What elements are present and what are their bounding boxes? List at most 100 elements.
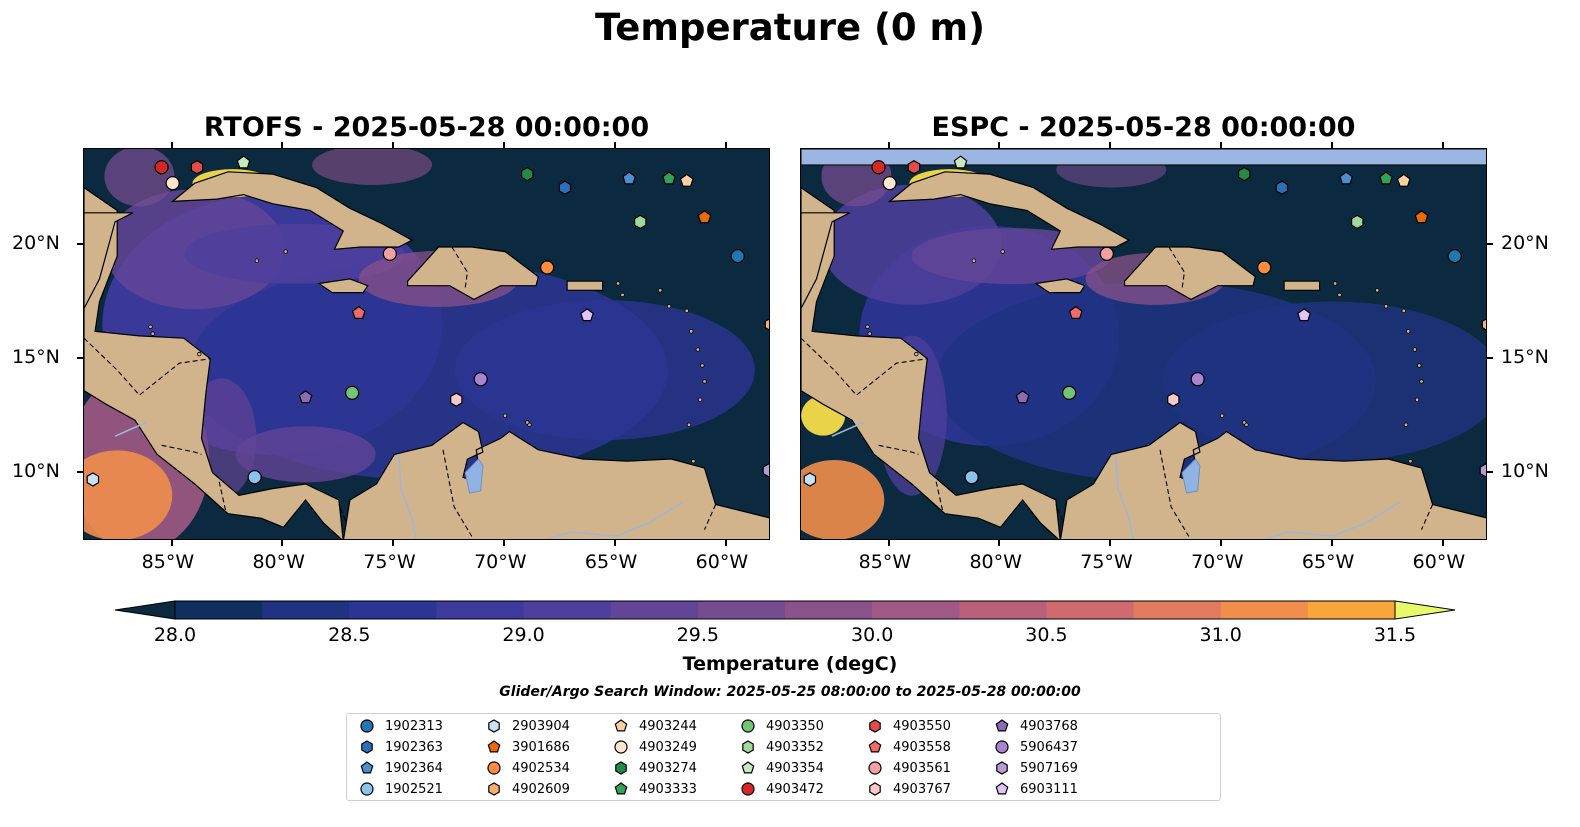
float-marker-4903249 [882, 176, 897, 191]
legend-marker-pentagon [995, 719, 1009, 732]
colorbar-tick-label: 28.0 [153, 624, 197, 646]
float-marker-4903354 [953, 155, 968, 169]
land-belize-yucatan [801, 212, 851, 309]
legend-label: 2903904 [512, 718, 570, 734]
tick-mark [281, 540, 284, 546]
lon-tick-label: 70°W [1191, 551, 1244, 573]
tick-mark [503, 540, 506, 546]
legend-marker-circle [487, 761, 501, 775]
legend-label: 4902609 [512, 781, 570, 797]
tick-mark [503, 142, 506, 148]
colorbar-bin [349, 601, 437, 619]
float-marker-4903472 [871, 160, 886, 175]
land-puerto-rico [566, 280, 604, 291]
legend-entry: 4903350 [740, 716, 824, 736]
float-marker-4902534 [1257, 260, 1272, 275]
legend-entry: 1902521 [359, 779, 443, 799]
tick-mark [613, 142, 616, 148]
float-marker-1902364 [1339, 171, 1354, 185]
legend-entry: 4903561 [867, 758, 951, 778]
float-marker-3901686 [697, 210, 712, 224]
colorbar-extend-high [1394, 600, 1455, 620]
float-marker-4903350 [1062, 385, 1077, 400]
legend-entry: 4903274 [613, 758, 697, 778]
float-marker-1902313 [730, 249, 745, 264]
float-marker-4903352 [633, 214, 647, 230]
legend-label: 1902313 [385, 718, 443, 734]
float-marker-5906437 [473, 372, 488, 387]
float-legend: 1902313 1902363 1902364 1902521 2903904 39016… [346, 713, 1221, 801]
tick-mark [170, 142, 173, 148]
lon-tick-label: 80°W [252, 551, 305, 573]
colorbar-bin [959, 601, 1047, 619]
map-panel-rtofs [83, 148, 770, 540]
float-marker-1902364 [622, 171, 637, 185]
legend-marker-hexagon [615, 761, 627, 775]
float-marker-4902609 [764, 318, 769, 331]
tick-mark [1441, 142, 1444, 148]
colorbar-tick-label: 29.0 [502, 624, 545, 646]
legend-marker-pentagon [995, 782, 1009, 795]
float-marker-3901686 [1414, 210, 1429, 224]
legend-entry: 4903352 [740, 737, 824, 757]
lat-tick-label: 10°N [12, 459, 60, 482]
legend-label: 4903352 [766, 739, 824, 755]
lon-tick-label: 75°W [1080, 551, 1133, 573]
land-belize-yucatan [84, 212, 134, 309]
legend-label: 4903558 [893, 739, 951, 755]
float-marker-1902363 [558, 180, 572, 195]
legend-label: 4902534 [512, 760, 570, 776]
float-marker-5907169 [1479, 463, 1486, 478]
tick-mark [1109, 142, 1112, 148]
colorbar-tick-label: 31.0 [1199, 624, 1242, 646]
tick-mark [613, 540, 616, 546]
legend-marker-hexagon [996, 761, 1008, 775]
legend-label: 4903333 [639, 781, 697, 797]
legend-marker-hexagon [488, 719, 500, 733]
lon-tick-label: 60°W [1412, 551, 1466, 573]
legend-marker-circle [741, 719, 755, 733]
float-marker-4902609 [1481, 318, 1486, 331]
tick-mark [77, 242, 83, 245]
tick-mark [77, 470, 83, 473]
tick-mark [1330, 142, 1333, 148]
legend-marker-circle [741, 782, 755, 796]
float-marker-4903274 [1238, 166, 1251, 182]
tick-mark [77, 356, 83, 359]
legend-entry: 2903904 [486, 716, 570, 736]
colorbar-bin [1220, 601, 1309, 619]
float-marker-4903550 [190, 160, 204, 175]
lat-tick-label: 10°N [1501, 459, 1549, 482]
legend-entry: 4902534 [486, 758, 570, 778]
land-jamaica [1034, 278, 1086, 294]
float-marker-6903111 [580, 308, 594, 322]
legend-entry: 1902363 [359, 737, 443, 757]
colorbar-tick-label: 30.5 [1025, 624, 1068, 646]
legend-marker-hexagon [869, 782, 881, 796]
legend-marker-circle [360, 719, 374, 733]
legend-entry: 6903111 [994, 779, 1078, 799]
colorbar-bin [697, 601, 786, 619]
lon-tick-label: 85°W [858, 551, 912, 573]
float-marker-4903472 [154, 160, 169, 175]
float-marker-4903333 [1379, 171, 1393, 185]
legend-label: 1902521 [385, 781, 443, 797]
float-marker-4903354 [236, 155, 251, 169]
lon-tick-label: 85°W [141, 551, 195, 573]
colorbar-bin [175, 601, 263, 619]
legend-marker-circle [868, 761, 882, 775]
colorbar-bin [872, 601, 960, 619]
land-jamaica [317, 278, 369, 294]
legend-entry: 4903767 [867, 779, 951, 799]
float-marker-4903561 [382, 246, 397, 261]
float-marker-4903550 [907, 160, 921, 175]
colorbar-tick-label: 31.5 [1373, 624, 1417, 646]
float-marker-4903249 [165, 176, 180, 191]
float-marker-4903352 [1350, 214, 1364, 230]
float-marker-5906437 [1190, 372, 1205, 387]
legend-entry: 4903354 [740, 758, 824, 778]
legend-label: 4903767 [893, 781, 951, 797]
tick-mark [1220, 540, 1223, 546]
colorbar-bin [1046, 601, 1135, 619]
legend-entry: 1902364 [359, 758, 443, 778]
